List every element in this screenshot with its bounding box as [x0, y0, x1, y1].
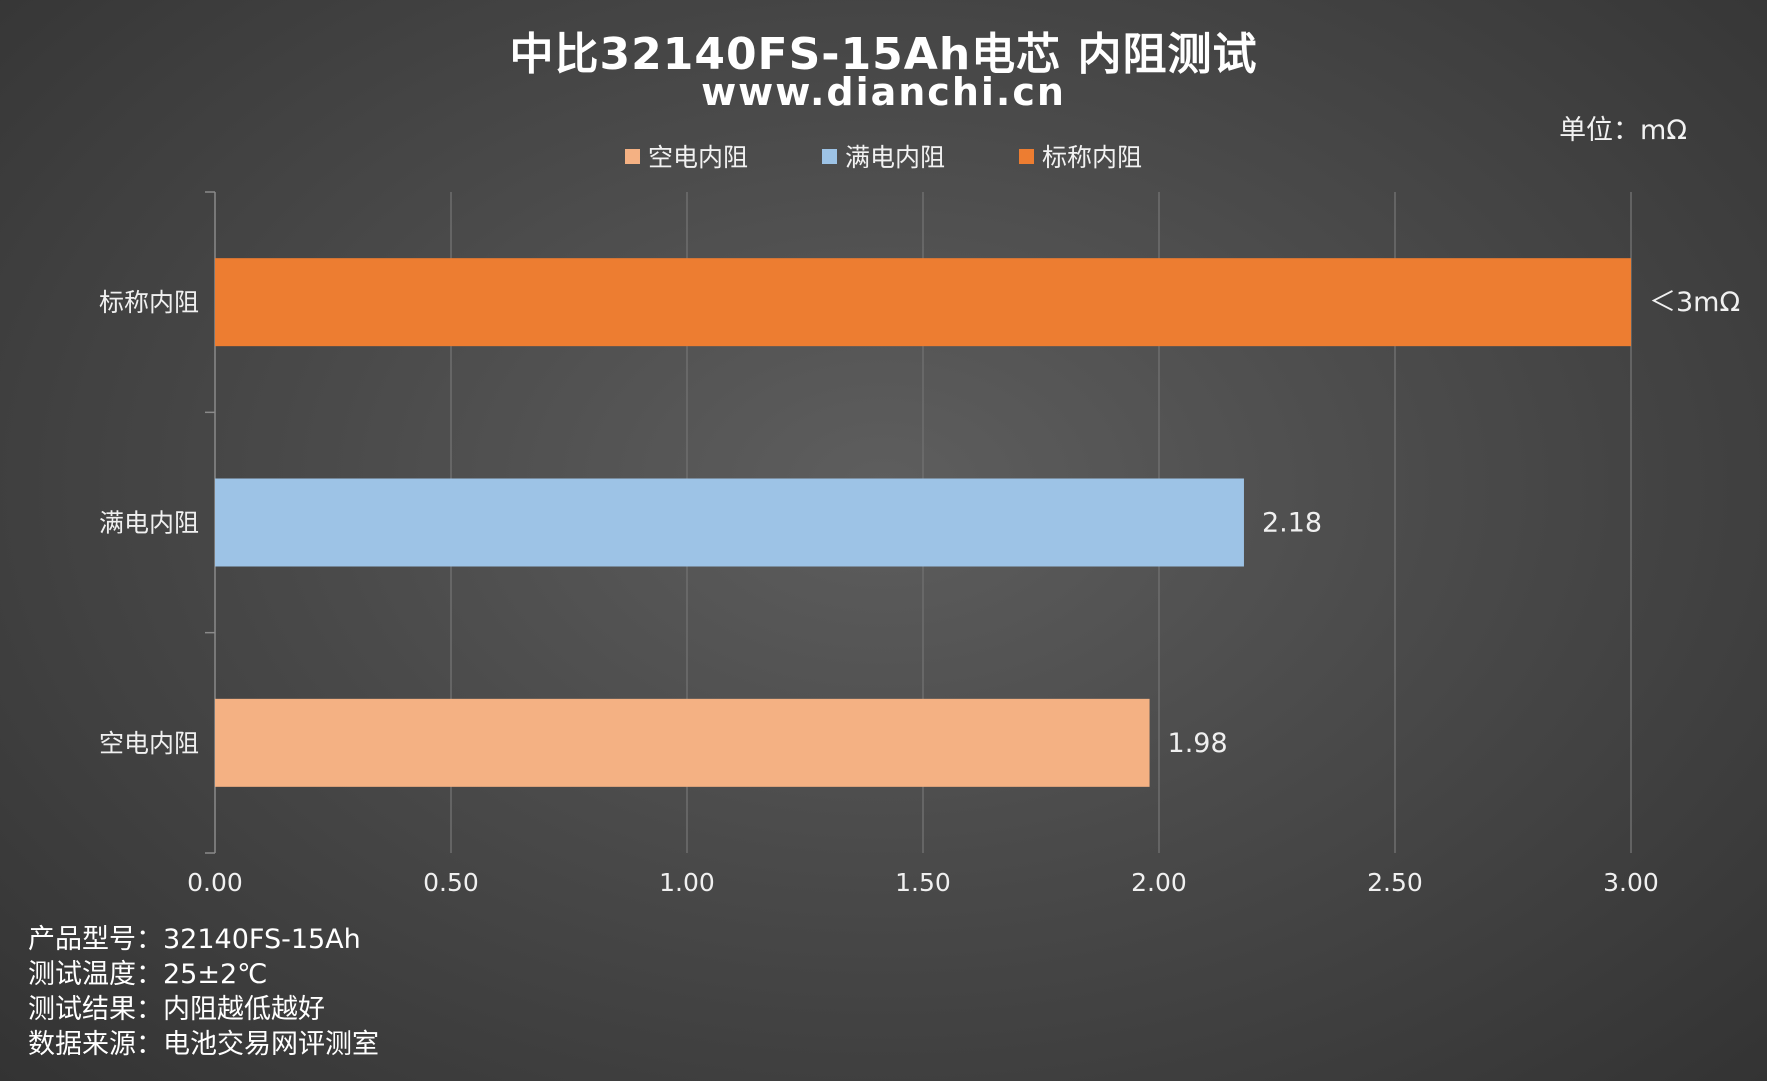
legend-item-full: 满电内阻 [821, 138, 945, 174]
legend-item-empty: 空电内阻 [624, 138, 748, 174]
footnote-label: 测试结果： [28, 994, 163, 1025]
y-category-label: 满电内阻 [99, 509, 199, 538]
x-tick-label: 0.50 [423, 868, 479, 897]
data-label: 1.98 [1168, 728, 1228, 759]
bar [215, 258, 1631, 347]
footnote-result: 测试结果：内阻越低越好 [28, 992, 379, 1027]
footnotes: 产品型号：32140FS-15Ah 测试温度：25±2℃ 测试结果：内阻越低越好… [28, 922, 379, 1062]
legend-swatch-full [821, 148, 837, 164]
x-tick-label: 2.00 [1131, 868, 1187, 897]
footnote-label: 数据来源： [28, 1029, 163, 1060]
y-category-label: 空电内阻 [99, 729, 199, 758]
x-tick-label: 2.50 [1367, 868, 1423, 897]
legend-item-nominal: 标称内阻 [1019, 138, 1142, 174]
chart-title: 中比32140FS-15Ah电芯 内阻测试 [509, 29, 1258, 80]
footnote-model: 产品型号：32140FS-15Ah [28, 922, 379, 957]
x-tick-label: 0.00 [187, 868, 243, 897]
footnote-value: 25±2℃ [163, 959, 268, 990]
data-label: 2.18 [1262, 508, 1322, 539]
footnote-value: 电池交易网评测室 [163, 1029, 379, 1060]
legend-label-nominal: 标称内阻 [1042, 143, 1143, 172]
legend-swatch-empty [624, 148, 640, 164]
legend-label-full: 满电内阻 [844, 143, 945, 172]
x-tick-label: 1.00 [659, 868, 715, 897]
x-tick-label: 3.00 [1603, 868, 1659, 897]
footnote-temperature: 测试温度：25±2℃ [28, 957, 379, 992]
footnote-value: 32140FS-15Ah [163, 924, 361, 955]
bar [215, 698, 1150, 787]
legend-label-empty: 空电内阻 [647, 143, 748, 172]
footnote-value: 内阻越低越好 [163, 994, 325, 1025]
chart-legend: 空电内阻 满电内阻 标称内阻 [0, 138, 1767, 174]
y-category-label: 标称内阻 [99, 288, 199, 317]
data-label: ＜3mΩ [1649, 287, 1740, 318]
legend-swatch-nominal [1019, 148, 1034, 164]
chart-subtitle: www.dianchi.cn [701, 70, 1066, 114]
footnote-label: 测试温度： [28, 959, 163, 990]
footnote-source: 数据来源：电池交易网评测室 [28, 1027, 379, 1062]
x-tick-label: 1.50 [895, 868, 951, 897]
bar [215, 478, 1244, 567]
unit-label: 单位：mΩ [1559, 115, 1687, 146]
footnote-label: 产品型号： [28, 924, 163, 955]
